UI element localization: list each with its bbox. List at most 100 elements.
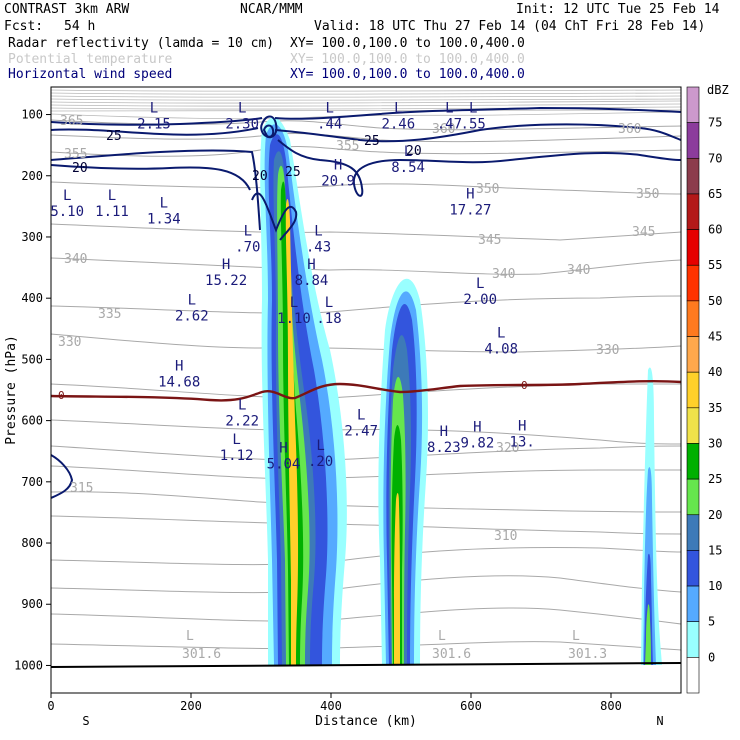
theta-region-label: L — [186, 629, 194, 644]
hl-marker-value: 2.00 — [463, 292, 497, 308]
y-tick-label: 1000 — [14, 658, 43, 672]
theta-label: 335 — [98, 307, 121, 322]
hl-marker-letter: L — [325, 295, 333, 311]
hl-marker-letter: H — [440, 424, 448, 440]
hl-marker-value: .55 — [461, 117, 486, 133]
hl-marker-letter: L — [404, 144, 412, 160]
colorbar-tick-label: 70 — [708, 151, 722, 165]
colorbar-tick-label: 60 — [708, 223, 722, 237]
plot-frame — [50, 86, 682, 694]
wind-labels: 25 25 25 20 20 20 — [72, 129, 422, 184]
y-tick-label: 900 — [21, 597, 43, 611]
field-2-xy: XY= 100.0,100.0 to 100.0,400.0 — [290, 52, 525, 67]
hl-marker-value: 8.54 — [391, 160, 425, 176]
wind-contour-25-upper — [51, 106, 681, 126]
hl-marker-letter: H — [222, 257, 230, 273]
y-axis-title: Pressure (hPa) — [4, 335, 19, 445]
x-tick-label: 800 — [600, 699, 622, 713]
hl-marker-value: 2.47 — [344, 423, 378, 439]
hl-marker-letter: L — [150, 101, 158, 117]
zero-line-label: 0 — [521, 379, 528, 392]
theta-label: 350 — [636, 187, 659, 202]
wind-contour-20-west — [51, 149, 261, 231]
hl-marker-letter: L — [188, 292, 196, 308]
plot-background — [51, 87, 681, 693]
hl-marker-letter: L — [238, 398, 246, 414]
theta-region-label: L — [572, 629, 580, 644]
header: CONTRAST 3km ARW NCAR/MMM Init: 12 UTC T… — [4, 2, 720, 82]
hl-marker-value: 9.82 — [461, 436, 495, 452]
hl-marker-letter: L — [63, 188, 71, 204]
theta-label: 360 — [432, 122, 455, 137]
reflectivity-cell-490km — [378, 278, 428, 665]
y-tick-label: 100 — [21, 108, 43, 122]
colorbar-swatch — [686, 86, 700, 123]
hl-marker-value: 2.62 — [175, 308, 209, 324]
org-label: NCAR/MMM — [240, 2, 303, 17]
colorbar-tick-label: 15 — [708, 543, 722, 557]
hl-marker-value: 5.10 — [50, 204, 84, 220]
hl-marker-value: 20.9 — [321, 174, 355, 190]
hl-marker-value: 8.23 — [427, 440, 461, 456]
y-tick-label: 700 — [21, 475, 43, 489]
colorbar-tick-label: 45 — [708, 330, 722, 344]
y-axis: 100 200 300 400 500 600 700 800 900 1000 — [14, 108, 51, 672]
hl-marker-value: 17.27 — [449, 202, 491, 218]
theta-label: 360 — [618, 122, 641, 137]
theta-line-330 — [51, 333, 681, 353]
ground-line — [51, 662, 681, 668]
colorbar-swatch — [686, 229, 700, 266]
theta-label: 301.6 — [432, 647, 471, 662]
theta-label: 310 — [494, 529, 517, 544]
x-axis-title: Distance (km) — [315, 714, 417, 729]
hl-marker-letter: L — [108, 188, 116, 204]
hl-marker-letter: H — [466, 186, 474, 202]
theta-line-355 — [51, 146, 681, 157]
colorbar-swatch — [686, 336, 700, 373]
hl-marker-value: 1.12 — [220, 448, 254, 464]
colorbar-tick-label: 50 — [708, 294, 722, 308]
theta-line-345 — [51, 223, 681, 241]
y-tick-label: 200 — [21, 169, 43, 183]
y-tick-label: 800 — [21, 536, 43, 550]
hl-marker-value: 5.04 — [267, 456, 301, 472]
x-tick-label: 400 — [320, 699, 342, 713]
valid-time: Valid: 18 UTC Thu 27 Feb 14 (04 ChT Fri … — [314, 19, 705, 34]
hl-marker-value: 1.34 — [147, 212, 181, 228]
colorbar-tick-label: 65 — [708, 187, 722, 201]
theta-label: 301.6 — [182, 647, 221, 662]
field-3-name: Horizontal wind speed — [8, 67, 172, 82]
refl-cell-300-35dbz — [285, 199, 299, 665]
colorbar-swatch — [686, 621, 700, 658]
hl-marker-value: 15.22 — [205, 273, 247, 289]
hl-marker-letter: H — [175, 358, 183, 374]
hl-marker-value: .20 — [308, 454, 333, 470]
wind-speed-contours — [51, 106, 681, 499]
hl-marker-value: 2.22 — [225, 414, 259, 430]
hl-marker-letter: L — [232, 432, 240, 448]
wind-label: 20 — [406, 144, 422, 159]
hl-marker-value: 1.11 — [95, 204, 129, 220]
hl-marker-value: 8.84 — [295, 273, 329, 289]
refl-cell-860-25dbz — [645, 604, 651, 665]
colorbar-tick-label: 10 — [708, 579, 722, 593]
x-axis-right-end: N — [656, 714, 663, 728]
field-2-name: Potential temperature — [8, 52, 173, 67]
colorbar-swatch — [686, 300, 700, 337]
hl-marker-value: 2.15 — [137, 117, 171, 133]
hl-marker-value: 13. — [510, 434, 535, 450]
x-axis: 0 200 400 600 800 — [47, 693, 622, 713]
wind-label: 25 — [106, 129, 122, 144]
theta-label: 330 — [58, 335, 81, 350]
theta-label: 350 — [476, 182, 499, 197]
y-tick-label: 300 — [21, 230, 43, 244]
theta-label: 301.3 — [568, 647, 607, 662]
colorbar-swatch — [686, 371, 700, 409]
theta-labels: 365 360 360 355 355 350 350 345 345 340 … — [58, 114, 659, 662]
hl-marker-value: 2.30 — [225, 117, 259, 133]
hl-marker-letter: H — [334, 158, 342, 174]
theta-label: 365 — [60, 114, 83, 129]
theta-dense-band — [51, 89, 681, 120]
